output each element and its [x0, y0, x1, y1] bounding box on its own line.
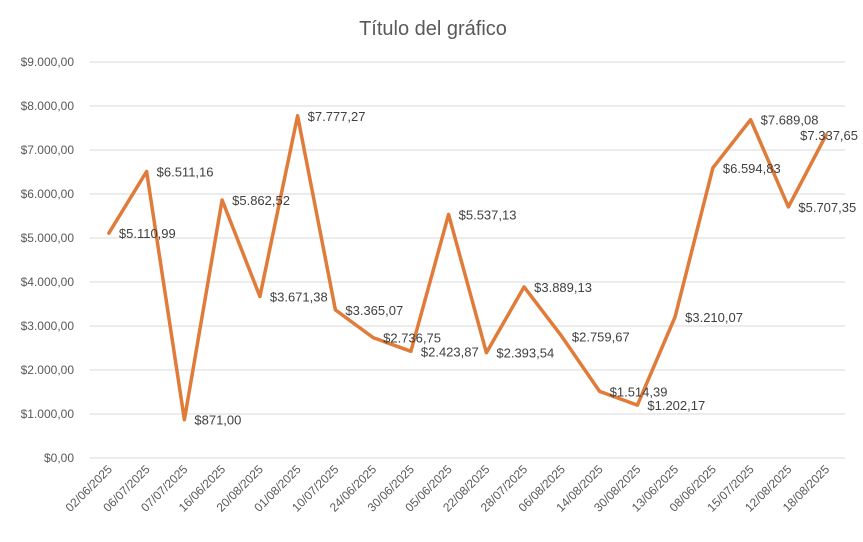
x-axis-ticks: 02/06/202506/07/202507/07/202516/06/2025…	[63, 462, 833, 515]
y-tick-label: $5.000,00	[21, 231, 75, 245]
data-label: $871,00	[194, 413, 241, 428]
data-label: $7.689,08	[761, 113, 819, 128]
data-point	[107, 231, 111, 235]
data-point	[145, 170, 149, 174]
data-label: $7.337,65	[800, 128, 858, 143]
data-point	[560, 335, 564, 339]
y-tick-label: $7.000,00	[21, 143, 75, 157]
data-point	[598, 389, 602, 393]
y-tick-label: $1.000,00	[21, 407, 75, 421]
data-labels: $5.110,99 $6.511,16 $871,00 $5.862,52 $3.671…	[119, 109, 858, 428]
y-tick-label: $3.000,00	[21, 319, 75, 333]
series-layer	[107, 114, 828, 422]
y-axis-ticks: $0,00 $1.000,00 $2.000,00 $3.000,00 $4.000,0…	[21, 55, 75, 465]
data-point	[182, 418, 186, 422]
data-point	[749, 118, 753, 122]
grid-lines	[90, 61, 845, 459]
data-point	[296, 114, 300, 118]
data-label: $5.862,52	[232, 193, 290, 208]
data-label: $3.210,07	[685, 310, 743, 325]
data-label: $6.511,16	[157, 165, 214, 180]
data-point	[333, 308, 337, 312]
data-point	[824, 133, 828, 137]
y-tick-label: $2.000,00	[21, 363, 75, 377]
data-label: $2.393,54	[496, 346, 554, 361]
data-label: $1.202,17	[647, 398, 705, 413]
data-point	[447, 212, 451, 216]
data-label: $1.514,39	[610, 384, 668, 399]
data-point	[484, 351, 488, 355]
data-label: $5.110,99	[119, 226, 176, 241]
y-tick-label: $8.000,00	[21, 99, 75, 113]
data-label: $3.365,07	[345, 303, 403, 318]
y-tick-label: $0,00	[44, 451, 74, 465]
y-tick-label: $6.000,00	[21, 187, 75, 201]
data-label: $5.707,35	[798, 200, 856, 215]
y-tick-label: $4.000,00	[21, 275, 75, 289]
data-point	[258, 294, 262, 298]
data-label: $2.736,75	[383, 331, 441, 346]
data-label: $3.671,38	[270, 289, 328, 304]
data-point	[409, 349, 413, 353]
data-point	[786, 205, 790, 209]
data-point	[522, 285, 526, 289]
data-point	[711, 166, 715, 170]
y-tick-label: $9.000,00	[21, 55, 75, 69]
data-point	[220, 198, 224, 202]
data-point	[673, 315, 677, 319]
data-label: $2.423,87	[421, 344, 479, 359]
data-label: $6.594,83	[723, 161, 781, 176]
data-label: $5.537,13	[459, 207, 517, 222]
data-label: $7.777,27	[308, 109, 366, 124]
series-line	[107, 114, 828, 422]
data-point	[371, 336, 375, 340]
data-point	[635, 403, 639, 407]
data-label: $3.889,13	[534, 280, 592, 295]
data-label: $2.759,67	[572, 330, 630, 345]
chart-title: Título del gráfico	[359, 18, 507, 40]
